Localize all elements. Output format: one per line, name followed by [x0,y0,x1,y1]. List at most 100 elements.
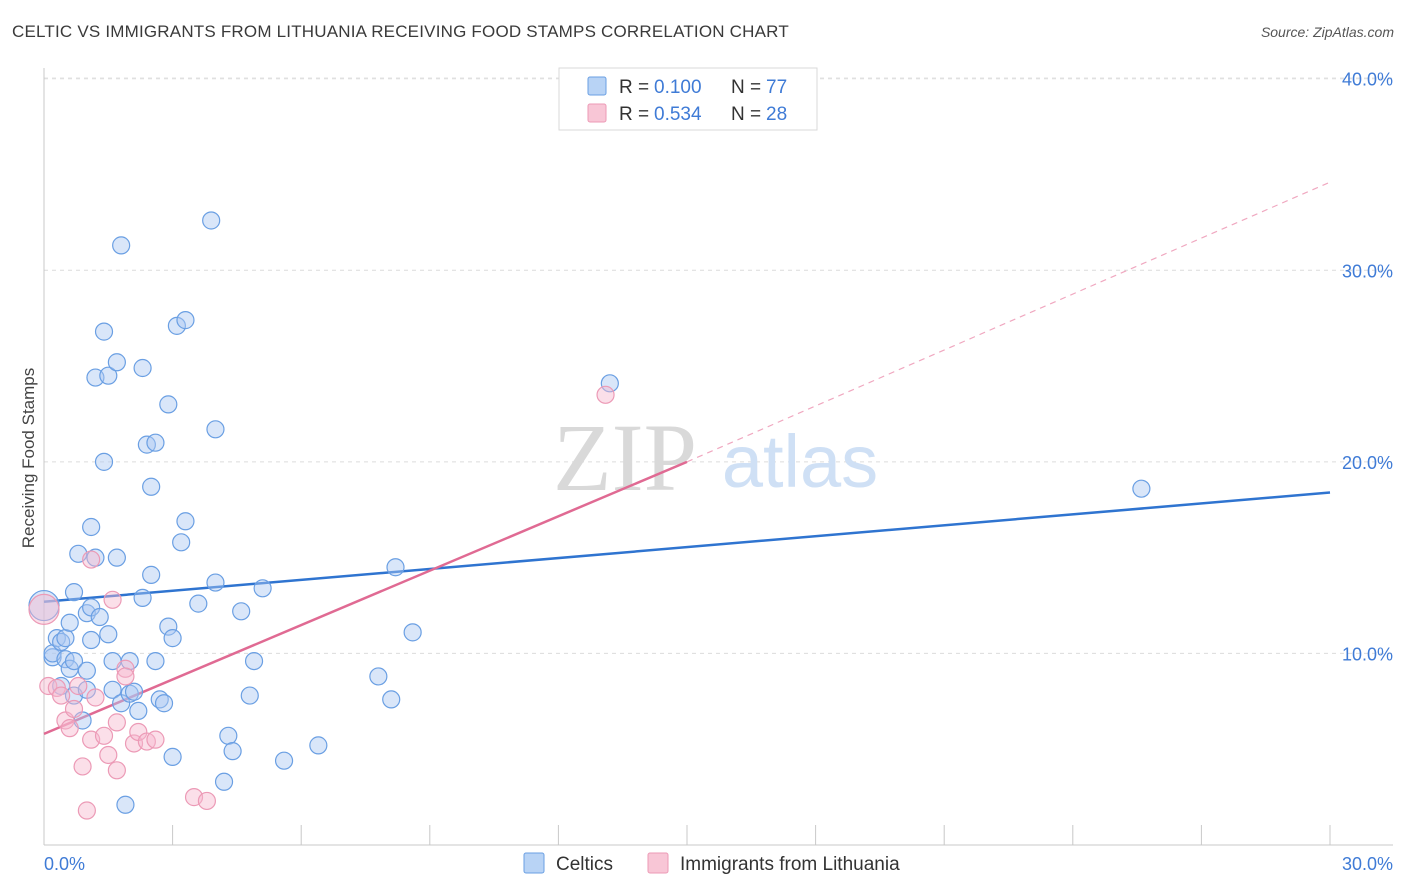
watermark-atlas: atlas [722,420,878,503]
lithuania-point-19 [116,667,135,686]
legend-n-value-1: 77 [766,77,787,98]
celtics-point-28 [103,680,122,699]
celtics-point-51 [163,747,182,766]
celtics-point-63 [232,602,251,621]
celtics-point-16 [77,661,96,680]
celtics-point-24 [94,452,114,471]
celtics-point-48 [159,395,178,414]
lithuania-point-13 [94,726,114,745]
lithuania-point-0 [28,593,60,625]
celtics-point-26 [99,366,118,385]
data-points [28,211,1151,820]
celtics-point-40 [133,588,152,607]
celtics-point-66 [253,579,272,598]
celtics-point-39 [133,358,152,378]
celtics-point-53 [172,533,191,552]
celtics-point-67 [274,751,294,770]
celtics-point-55 [176,311,195,330]
celtics-point-9 [60,613,79,632]
celtics-point-30 [107,548,126,567]
celtics-point-49 [159,617,178,636]
celtics-point-50 [163,629,182,648]
trend-lines [43,181,1331,736]
celtics-point-27 [99,625,118,644]
celtics-point-19 [82,630,101,650]
lithuania-point-8 [73,757,92,776]
celtics-point-6 [56,629,75,648]
watermark: ZIP atlas [553,404,878,511]
y-tick-label-10: 10.0% [1342,644,1393,664]
lithuania-point-23 [146,730,165,749]
celtics-point-25 [94,322,114,341]
celtics-point-47 [154,694,174,713]
lithuania-point-5 [60,719,79,738]
lithuania-point-15 [103,590,122,609]
celtics-trend-line [43,491,1331,603]
legend-n-label-1: N = [731,77,761,98]
axes [43,68,1393,846]
legend-r-label-1: R = [619,77,649,98]
celtics-point-54 [176,512,195,531]
celtics-point-34 [116,795,135,814]
celtics-point-58 [206,573,225,592]
celtics-point-10 [64,651,84,671]
legend-r-label-2: R = [619,104,649,125]
celtics-point-74 [1132,479,1151,498]
y-tick-label-30: 30.0% [1342,261,1393,281]
legend-bottom-lithuania: Immigrants from Lithuania [680,854,900,875]
watermark-zip: ZIP [553,404,697,511]
celtics-point-69 [369,667,388,686]
y-tick-labels: 10.0% 20.0% 30.0% 40.0% [1342,70,1393,665]
celtics-point-68 [309,736,328,755]
celtics-point-23 [90,607,109,627]
legend-bottom-swatch-lithuania [647,852,669,874]
celtics-point-71 [386,558,405,577]
celtics-point-64 [240,686,259,705]
celtics-point-38 [129,701,148,721]
lithuania-point-17 [107,761,126,780]
legend-n-value-2: 28 [766,104,787,125]
celtics-point-72 [403,623,422,642]
celtics-point-73 [600,374,619,393]
celtics-point-37 [124,682,144,701]
celtics-point-12 [64,583,84,602]
legend-r-value-2: 0.534 [654,104,702,125]
legend-r-value-1: 0.100 [654,77,702,98]
lithuania-point-14 [99,745,118,765]
x-tick-label-max: 30.0% [1342,854,1393,874]
lithuania-trend-extension [686,181,1331,463]
celtics-point-59 [206,420,225,439]
source-label: Source: ZipAtlas.com [1260,24,1394,40]
lithuania-point-16 [107,713,126,732]
celtics-point-18 [82,517,101,537]
lithuania-point-10 [82,550,101,569]
legend-swatch-lithuania [587,103,607,123]
lithuania-point-18 [116,659,135,678]
celtics-point-42 [142,565,161,584]
lithuania-trend-line [43,460,688,736]
celtics-point-70 [382,690,401,709]
legend-bottom: Celtics Immigrants from Lithuania [523,852,900,875]
y-tick-label-20: 20.0% [1342,453,1393,473]
celtics-point-44 [146,433,165,452]
legend-swatch-celtics [587,76,607,96]
chart-title: CELTIC VS IMMIGRANTS FROM LITHUANIA RECE… [12,22,789,41]
celtics-point-56 [189,594,208,613]
celtics-point-60 [214,772,234,791]
celtics-point-61 [219,726,238,745]
legend-top: R = 0.100 N = 77 R = 0.534 N = 28 [558,67,818,131]
lithuania-point-9 [77,801,96,820]
legend-bottom-swatch-celtics [523,852,545,874]
celtics-point-43 [142,477,161,496]
legend-n-label-2: N = [731,104,761,125]
lithuania-point-3 [52,686,71,705]
lithuania-point-25 [197,791,216,811]
celtics-point-57 [202,211,221,230]
lithuania-point-6 [64,699,84,719]
lithuania-point-12 [86,688,105,707]
celtics-point-65 [244,651,264,671]
x-tick-label-min: 0.0% [44,854,85,874]
lithuania-point-7 [69,676,88,696]
celtics-point-62 [223,742,242,761]
